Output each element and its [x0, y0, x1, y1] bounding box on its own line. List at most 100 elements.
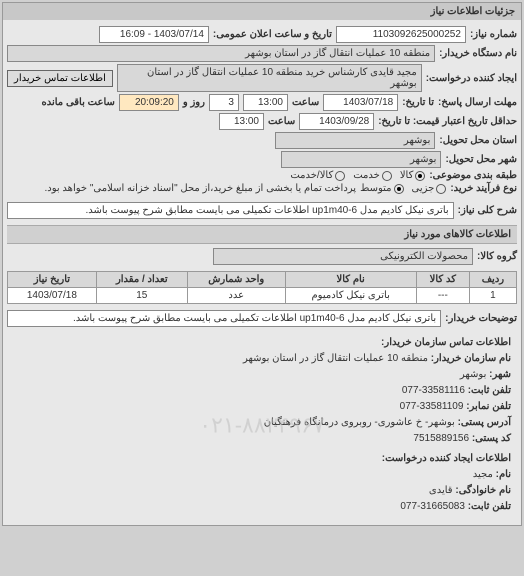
creator-lname-label: نام خانوادگی:: [455, 485, 511, 496]
row-buyer-notes: توضیحات خریدار: باتری نیکل کادیم مدل up1…: [7, 310, 517, 327]
deadline-until-label: تا تاریخ:: [402, 97, 434, 108]
row-buyer-org: نام دستگاه خریدار: منطقه 10 عملیات انتقا…: [7, 45, 517, 62]
row-deadline: مهلت ارسال پاسخ: تا تاریخ: 1403/07/18 سا…: [7, 94, 517, 111]
province-field: بوشهر: [275, 132, 435, 149]
th-unit: واحد شمارش: [187, 272, 285, 288]
contact-info-button[interactable]: اطلاعات تماس خریدار: [7, 70, 113, 87]
radio-goods-dot: [415, 171, 425, 181]
payment-note: پرداخت تمام یا بخشی از مبلغ خرید،از محل …: [44, 183, 356, 194]
contact-tel: 33581116-077: [402, 385, 465, 396]
contact-tel-label: تلفن ثابت:: [468, 385, 511, 396]
province-label: استان محل تحویل:: [439, 135, 517, 146]
remain-label: ساعت باقی مانده: [41, 97, 114, 108]
td-name: باتری نیکل کادمیوم: [285, 288, 416, 304]
desc-label: شرح کلی نیاز:: [458, 205, 517, 216]
row-validity: حداقل تاریخ اعتبار قیمت: تا تاریخ: 1403/…: [7, 113, 517, 130]
radio-service-label: خدمت: [353, 170, 380, 181]
remain-time-field: 20:09:20: [119, 94, 179, 111]
form-body: شماره نیاز: 1103092625000252 تاریخ و ساع…: [3, 20, 521, 525]
creator-title: اطلاعات ایجاد کننده درخواست:: [13, 451, 511, 467]
goods-table: ردیف کد کالا نام کالا واحد شمارش تعداد /…: [7, 271, 517, 304]
radio-service[interactable]: خدمت: [353, 170, 392, 181]
row-payment: نوع فرآیند خرید: جزیی متوسط پرداخت تمام …: [7, 183, 517, 194]
th-row: ردیف: [469, 272, 516, 288]
contact-fax-label: تلفن نمابر:: [466, 401, 511, 412]
radio-medium-dot: [394, 184, 404, 194]
contact-tel-line: تلفن ثابت: 33581116-077: [13, 383, 511, 399]
budget-radio-group: کالا خدمت کالا/خدمت: [290, 170, 425, 181]
goods-group-label: گروه کالا:: [477, 251, 517, 262]
th-name: نام کالا: [285, 272, 416, 288]
th-qty: تعداد / مقدار: [96, 272, 187, 288]
creator-fname-label: نام:: [496, 469, 511, 480]
city-field: بوشهر: [281, 151, 441, 168]
contact-addr-label: آدرس پستی:: [458, 417, 511, 428]
radio-medium-label: متوسط: [360, 183, 391, 194]
row-requester: ایجاد کننده درخواست: مجید قایدی کارشناس …: [7, 64, 517, 92]
days-field: 3: [209, 94, 239, 111]
td-row: 1: [469, 288, 516, 304]
td-unit: عدد: [187, 288, 285, 304]
radio-goods-label: کالا: [400, 170, 414, 181]
creator-tel: 31665083-077: [400, 501, 465, 512]
contact-org-line: نام سازمان خریدار: منطقه 10 عملیات انتقا…: [13, 351, 511, 367]
buyer-notes-field: باتری نیکل کادیم مدل up1m40-6 اطلاعات تک…: [7, 310, 441, 327]
creator-tel-label: تلفن ثابت:: [468, 501, 511, 512]
td-qty: 15: [96, 288, 187, 304]
row-desc: شرح کلی نیاز: باتری نیکل کادیم مدل up1m4…: [7, 202, 517, 219]
row-budget: طبقه بندی موضوعی: کالا خدمت کالا/خدمت: [7, 170, 517, 181]
th-date: تاریخ نیاز: [8, 272, 97, 288]
contact-postal: 7515889156: [413, 433, 469, 444]
days-label: روز و: [183, 97, 205, 108]
radio-partial-label: جزیی: [412, 183, 435, 194]
deadline-time-field: 13:00: [243, 94, 288, 111]
creator-lname-line: نام خانوادگی: قایدی: [13, 483, 511, 499]
panel-title: جزئیات اطلاعات نیاز: [3, 3, 521, 20]
validity-time-field: 13:00: [219, 113, 264, 130]
table-row: 1 --- باتری نیکل کادمیوم عدد 15 1403/07/…: [8, 288, 517, 304]
announce-date-label: تاریخ و ساعت اعلان عمومی:: [213, 29, 332, 40]
contact-title: اطلاعات تماس سازمان خریدار:: [13, 335, 511, 351]
contact-addr-line: آدرس پستی: بوشهر- خ عاشوری- روبروی درمان…: [13, 415, 511, 431]
payment-radio-group: جزیی متوسط: [360, 183, 446, 194]
contact-addr: بوشهر- خ عاشوری- روبروی درمانگاه فرهنگیا…: [264, 417, 455, 428]
contact-city: بوشهر: [460, 369, 486, 380]
contact-block: ۰۲۱-۸۸۳۴۹۶۷ اطلاعات تماس سازمان خریدار: …: [7, 329, 517, 521]
creator-fname-line: نام: مجید: [13, 467, 511, 483]
contact-postal-line: کد پستی: 7515889156: [13, 431, 511, 447]
payment-label: نوع فرآیند خرید:: [450, 183, 517, 194]
goods-group-field: محصولات الکترونیکی: [213, 248, 473, 265]
td-code: ---: [416, 288, 469, 304]
row-city: شهر محل تحویل: بوشهر: [7, 151, 517, 168]
contact-postal-label: کد پستی:: [472, 433, 511, 444]
creator-lname: قایدی: [429, 485, 453, 496]
contact-org: منطقه 10 عملیات انتقال گاز در استان بوشه…: [243, 353, 428, 364]
radio-both[interactable]: کالا/خدمت: [290, 170, 345, 181]
validity-date-field: 1403/09/28: [299, 113, 374, 130]
creator-fname: مجید: [473, 469, 493, 480]
niaz-number-field: 1103092625000252: [336, 26, 466, 43]
city-label: شهر محل تحویل:: [445, 154, 517, 165]
niaz-number-label: شماره نیاز:: [470, 29, 517, 40]
deadline-date-field: 1403/07/18: [323, 94, 398, 111]
radio-partial[interactable]: جزیی: [412, 183, 447, 194]
radio-both-label: کالا/خدمت: [290, 170, 333, 181]
validity-time-label: ساعت: [268, 116, 295, 127]
main-panel: جزئیات اطلاعات نیاز شماره نیاز: 11030926…: [2, 2, 522, 526]
requester-label: ایجاد کننده درخواست:: [426, 73, 517, 84]
th-code: کد کالا: [416, 272, 469, 288]
radio-service-dot: [382, 171, 392, 181]
contact-city-line: شهر: بوشهر: [13, 367, 511, 383]
td-date: 1403/07/18: [8, 288, 97, 304]
contact-org-label: نام سازمان خریدار:: [431, 353, 511, 364]
contact-fax-line: تلفن نمابر: 33581109-077: [13, 399, 511, 415]
deadline-time-label: ساعت: [292, 97, 319, 108]
radio-goods[interactable]: کالا: [400, 170, 426, 181]
goods-section-title: اطلاعات کالاهای مورد نیاز: [7, 225, 517, 244]
radio-medium[interactable]: متوسط: [360, 183, 403, 194]
row-province: استان محل تحویل: بوشهر: [7, 132, 517, 149]
validity-label: حداقل تاریخ اعتبار قیمت: تا تاریخ:: [378, 116, 517, 127]
desc-field: باتری نیکل کادیم مدل up1m40-6 اطلاعات تک…: [7, 202, 454, 219]
deadline-label: مهلت ارسال پاسخ:: [438, 97, 517, 108]
buyer-org-field: منطقه 10 عملیات انتقال گاز در استان بوشه…: [7, 45, 435, 62]
